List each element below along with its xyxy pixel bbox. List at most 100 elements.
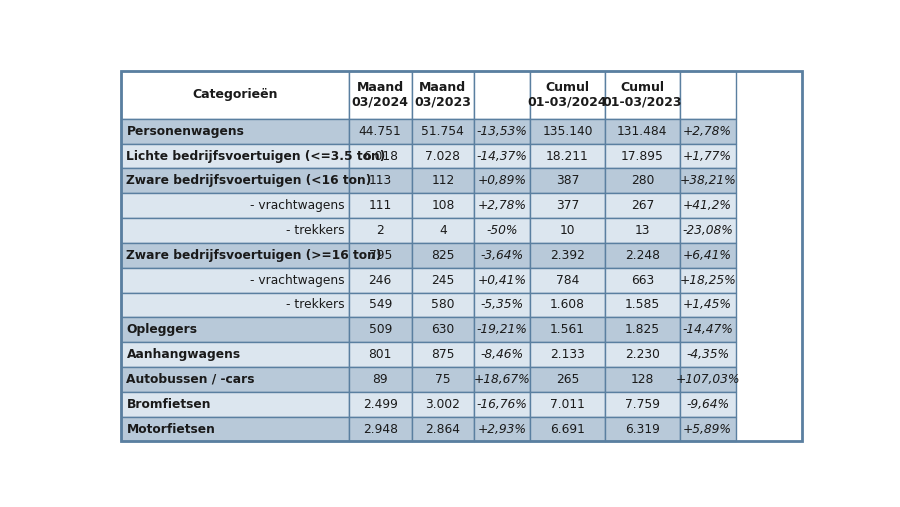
Bar — [530, 293, 605, 317]
Bar — [349, 417, 411, 442]
Bar — [474, 243, 530, 268]
Bar — [680, 218, 735, 243]
Bar — [605, 143, 680, 168]
Bar — [121, 293, 349, 317]
Bar — [411, 417, 474, 442]
Text: 6.691: 6.691 — [550, 422, 585, 436]
Bar — [349, 218, 411, 243]
Bar — [530, 268, 605, 293]
Text: Opleggers: Opleggers — [126, 323, 197, 336]
Bar — [121, 119, 349, 143]
Text: +0,89%: +0,89% — [478, 174, 526, 188]
Text: 6.319: 6.319 — [625, 422, 660, 436]
Text: 7.759: 7.759 — [625, 397, 660, 411]
Bar — [605, 293, 680, 317]
Bar — [605, 243, 680, 268]
Text: 1.608: 1.608 — [550, 299, 585, 311]
Bar — [605, 70, 680, 119]
Text: 17.895: 17.895 — [621, 150, 664, 163]
Bar — [680, 119, 735, 143]
Bar — [411, 193, 474, 218]
Bar — [530, 342, 605, 367]
Bar — [474, 392, 530, 417]
Text: 2.133: 2.133 — [550, 348, 585, 361]
Bar — [474, 342, 530, 367]
Text: +1,45%: +1,45% — [683, 299, 733, 311]
Text: +18,67%: +18,67% — [473, 373, 530, 386]
Text: 113: 113 — [369, 174, 392, 188]
Text: 13: 13 — [634, 224, 650, 237]
Bar — [121, 317, 349, 342]
Text: +2,93%: +2,93% — [478, 422, 526, 436]
Bar — [605, 317, 680, 342]
Bar — [680, 293, 735, 317]
Bar — [680, 168, 735, 193]
Text: 825: 825 — [431, 249, 454, 262]
Text: 875: 875 — [431, 348, 454, 361]
Text: -16,76%: -16,76% — [477, 397, 527, 411]
Bar — [474, 367, 530, 392]
Text: 108: 108 — [431, 199, 454, 212]
Text: 2.248: 2.248 — [625, 249, 660, 262]
Bar — [680, 317, 735, 342]
Text: 630: 630 — [431, 323, 454, 336]
Bar — [605, 119, 680, 143]
Bar — [530, 367, 605, 392]
Text: +107,03%: +107,03% — [675, 373, 740, 386]
Bar — [680, 392, 735, 417]
Text: -4,35%: -4,35% — [686, 348, 729, 361]
Bar — [349, 293, 411, 317]
Text: 2.499: 2.499 — [363, 397, 398, 411]
Text: - vrachtwagens: - vrachtwagens — [250, 274, 345, 286]
Text: Zware bedrijfsvoertuigen (<16 ton): Zware bedrijfsvoertuigen (<16 ton) — [126, 174, 372, 188]
Bar — [530, 193, 605, 218]
Text: -14,47%: -14,47% — [682, 323, 734, 336]
Bar — [411, 268, 474, 293]
Text: Lichte bedrijfsvoertuigen (<=3.5 ton): Lichte bedrijfsvoertuigen (<=3.5 ton) — [126, 150, 386, 163]
Bar — [605, 268, 680, 293]
Text: 387: 387 — [556, 174, 579, 188]
Bar — [121, 342, 349, 367]
Text: -8,46%: -8,46% — [481, 348, 524, 361]
Text: +18,25%: +18,25% — [680, 274, 736, 286]
Bar — [411, 342, 474, 367]
Bar — [605, 193, 680, 218]
Bar — [349, 119, 411, 143]
Text: - vrachtwagens: - vrachtwagens — [250, 199, 345, 212]
Text: -19,21%: -19,21% — [477, 323, 527, 336]
Bar — [121, 143, 349, 168]
Bar — [474, 417, 530, 442]
Bar — [349, 168, 411, 193]
Bar — [411, 119, 474, 143]
Bar — [121, 367, 349, 392]
Text: 131.484: 131.484 — [617, 125, 668, 138]
Text: 663: 663 — [631, 274, 654, 286]
Text: Cumul
01-03/2023: Cumul 01-03/2023 — [603, 81, 682, 108]
Text: Autobussen / -cars: Autobussen / -cars — [126, 373, 255, 386]
Bar — [349, 367, 411, 392]
Bar — [474, 218, 530, 243]
Text: +2,78%: +2,78% — [683, 125, 733, 138]
Text: 44.751: 44.751 — [359, 125, 401, 138]
Text: +38,21%: +38,21% — [680, 174, 736, 188]
Bar — [605, 392, 680, 417]
Bar — [680, 342, 735, 367]
Bar — [530, 317, 605, 342]
Text: 267: 267 — [631, 199, 654, 212]
Bar — [411, 317, 474, 342]
Bar — [680, 367, 735, 392]
Bar — [474, 119, 530, 143]
Text: 801: 801 — [369, 348, 392, 361]
Bar — [680, 268, 735, 293]
Text: -23,08%: -23,08% — [682, 224, 734, 237]
Bar — [411, 243, 474, 268]
Text: +2,78%: +2,78% — [478, 199, 526, 212]
Bar — [121, 392, 349, 417]
Bar — [474, 70, 530, 119]
Bar — [411, 392, 474, 417]
Text: -9,64%: -9,64% — [686, 397, 729, 411]
Bar — [474, 268, 530, 293]
Text: 1.585: 1.585 — [625, 299, 660, 311]
Text: 784: 784 — [556, 274, 579, 286]
Text: 7.011: 7.011 — [550, 397, 585, 411]
